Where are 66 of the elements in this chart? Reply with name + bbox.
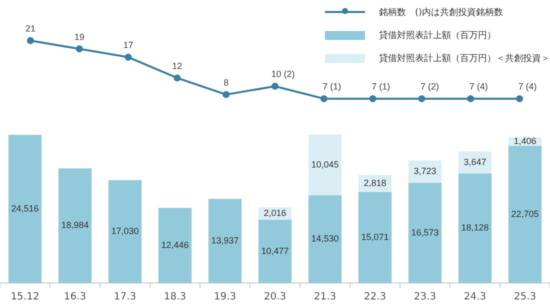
data-label: 10,477 bbox=[261, 246, 289, 256]
data-label: 19 bbox=[74, 32, 84, 42]
legend-label: 貸借対照表計上額（百万円） bbox=[379, 30, 496, 42]
data-label: 17 bbox=[123, 40, 134, 50]
data-label: 3,647 bbox=[464, 156, 486, 167]
point bbox=[222, 91, 230, 98]
legend-label: 貸借対照表計上額（百万円）＜共創投資＞ bbox=[379, 52, 550, 64]
data-label: 1,406 bbox=[514, 136, 536, 146]
bar bbox=[458, 174, 492, 283]
bar bbox=[258, 220, 292, 283]
data-label: 17,030 bbox=[111, 226, 139, 236]
data-label: 15,071 bbox=[361, 232, 389, 242]
data-label: 12 bbox=[172, 60, 182, 71]
data-label: 8 bbox=[224, 78, 229, 88]
data-label: 2,016 bbox=[264, 208, 286, 218]
x-tick-label: 24.3 bbox=[464, 292, 486, 303]
bar bbox=[58, 168, 92, 283]
bar bbox=[8, 134, 42, 283]
data-label: 13,937 bbox=[211, 235, 239, 246]
x-tick-label: 22.3 bbox=[364, 292, 386, 303]
x-tick-label: 20.3 bbox=[264, 292, 286, 303]
bar bbox=[308, 134, 342, 196]
data-label: 14,530 bbox=[311, 234, 339, 244]
legend-label: 銘柄数 ()内は共創投資銘柄数 bbox=[379, 6, 504, 18]
bar bbox=[358, 192, 392, 283]
bar bbox=[408, 160, 442, 183]
point bbox=[369, 95, 376, 102]
x-tick-label: 21.3 bbox=[314, 292, 336, 303]
bar bbox=[508, 146, 542, 283]
point bbox=[516, 95, 524, 102]
data-label: 10 (2) bbox=[271, 69, 295, 80]
point bbox=[467, 95, 474, 102]
data-label: 22,705 bbox=[511, 208, 539, 219]
data-label: 7 (4) bbox=[469, 82, 488, 92]
x-tick-label: 19.3 bbox=[214, 292, 236, 303]
data-label: 18,984 bbox=[61, 220, 89, 230]
data-label: 2,818 bbox=[364, 178, 386, 188]
data-label: 24,516 bbox=[11, 203, 39, 214]
data-label: 16,573 bbox=[411, 227, 439, 238]
x-tick-label: 23.3 bbox=[414, 292, 436, 303]
point bbox=[26, 37, 34, 44]
point bbox=[124, 54, 132, 61]
x-tick-label: 25.3 bbox=[514, 292, 536, 303]
x-tick-label: 18.3 bbox=[164, 292, 186, 303]
point bbox=[174, 74, 181, 82]
x-tick-label: 15.12 bbox=[10, 292, 40, 303]
bar bbox=[308, 195, 342, 283]
x-tick-label: 16.3 bbox=[64, 292, 86, 303]
point bbox=[320, 95, 328, 102]
data-label: 12,446 bbox=[161, 240, 189, 250]
point bbox=[272, 82, 278, 90]
data-label: 7 (1) bbox=[372, 82, 390, 92]
x-tick-label: 17.3 bbox=[114, 292, 136, 303]
bar bbox=[158, 208, 192, 283]
bar bbox=[208, 198, 242, 283]
bar bbox=[108, 180, 142, 283]
data-label: 21 bbox=[25, 24, 36, 34]
data-label: 3,723 bbox=[414, 166, 436, 176]
data-label: 7 (4) bbox=[518, 82, 537, 92]
bar bbox=[408, 182, 442, 283]
point bbox=[76, 45, 83, 52]
point bbox=[418, 95, 426, 102]
data-label: 7 (1) bbox=[322, 82, 342, 92]
data-label: 10,045 bbox=[311, 159, 339, 170]
data-label: 18,128 bbox=[461, 222, 489, 233]
data-label: 7 (2) bbox=[420, 82, 439, 92]
